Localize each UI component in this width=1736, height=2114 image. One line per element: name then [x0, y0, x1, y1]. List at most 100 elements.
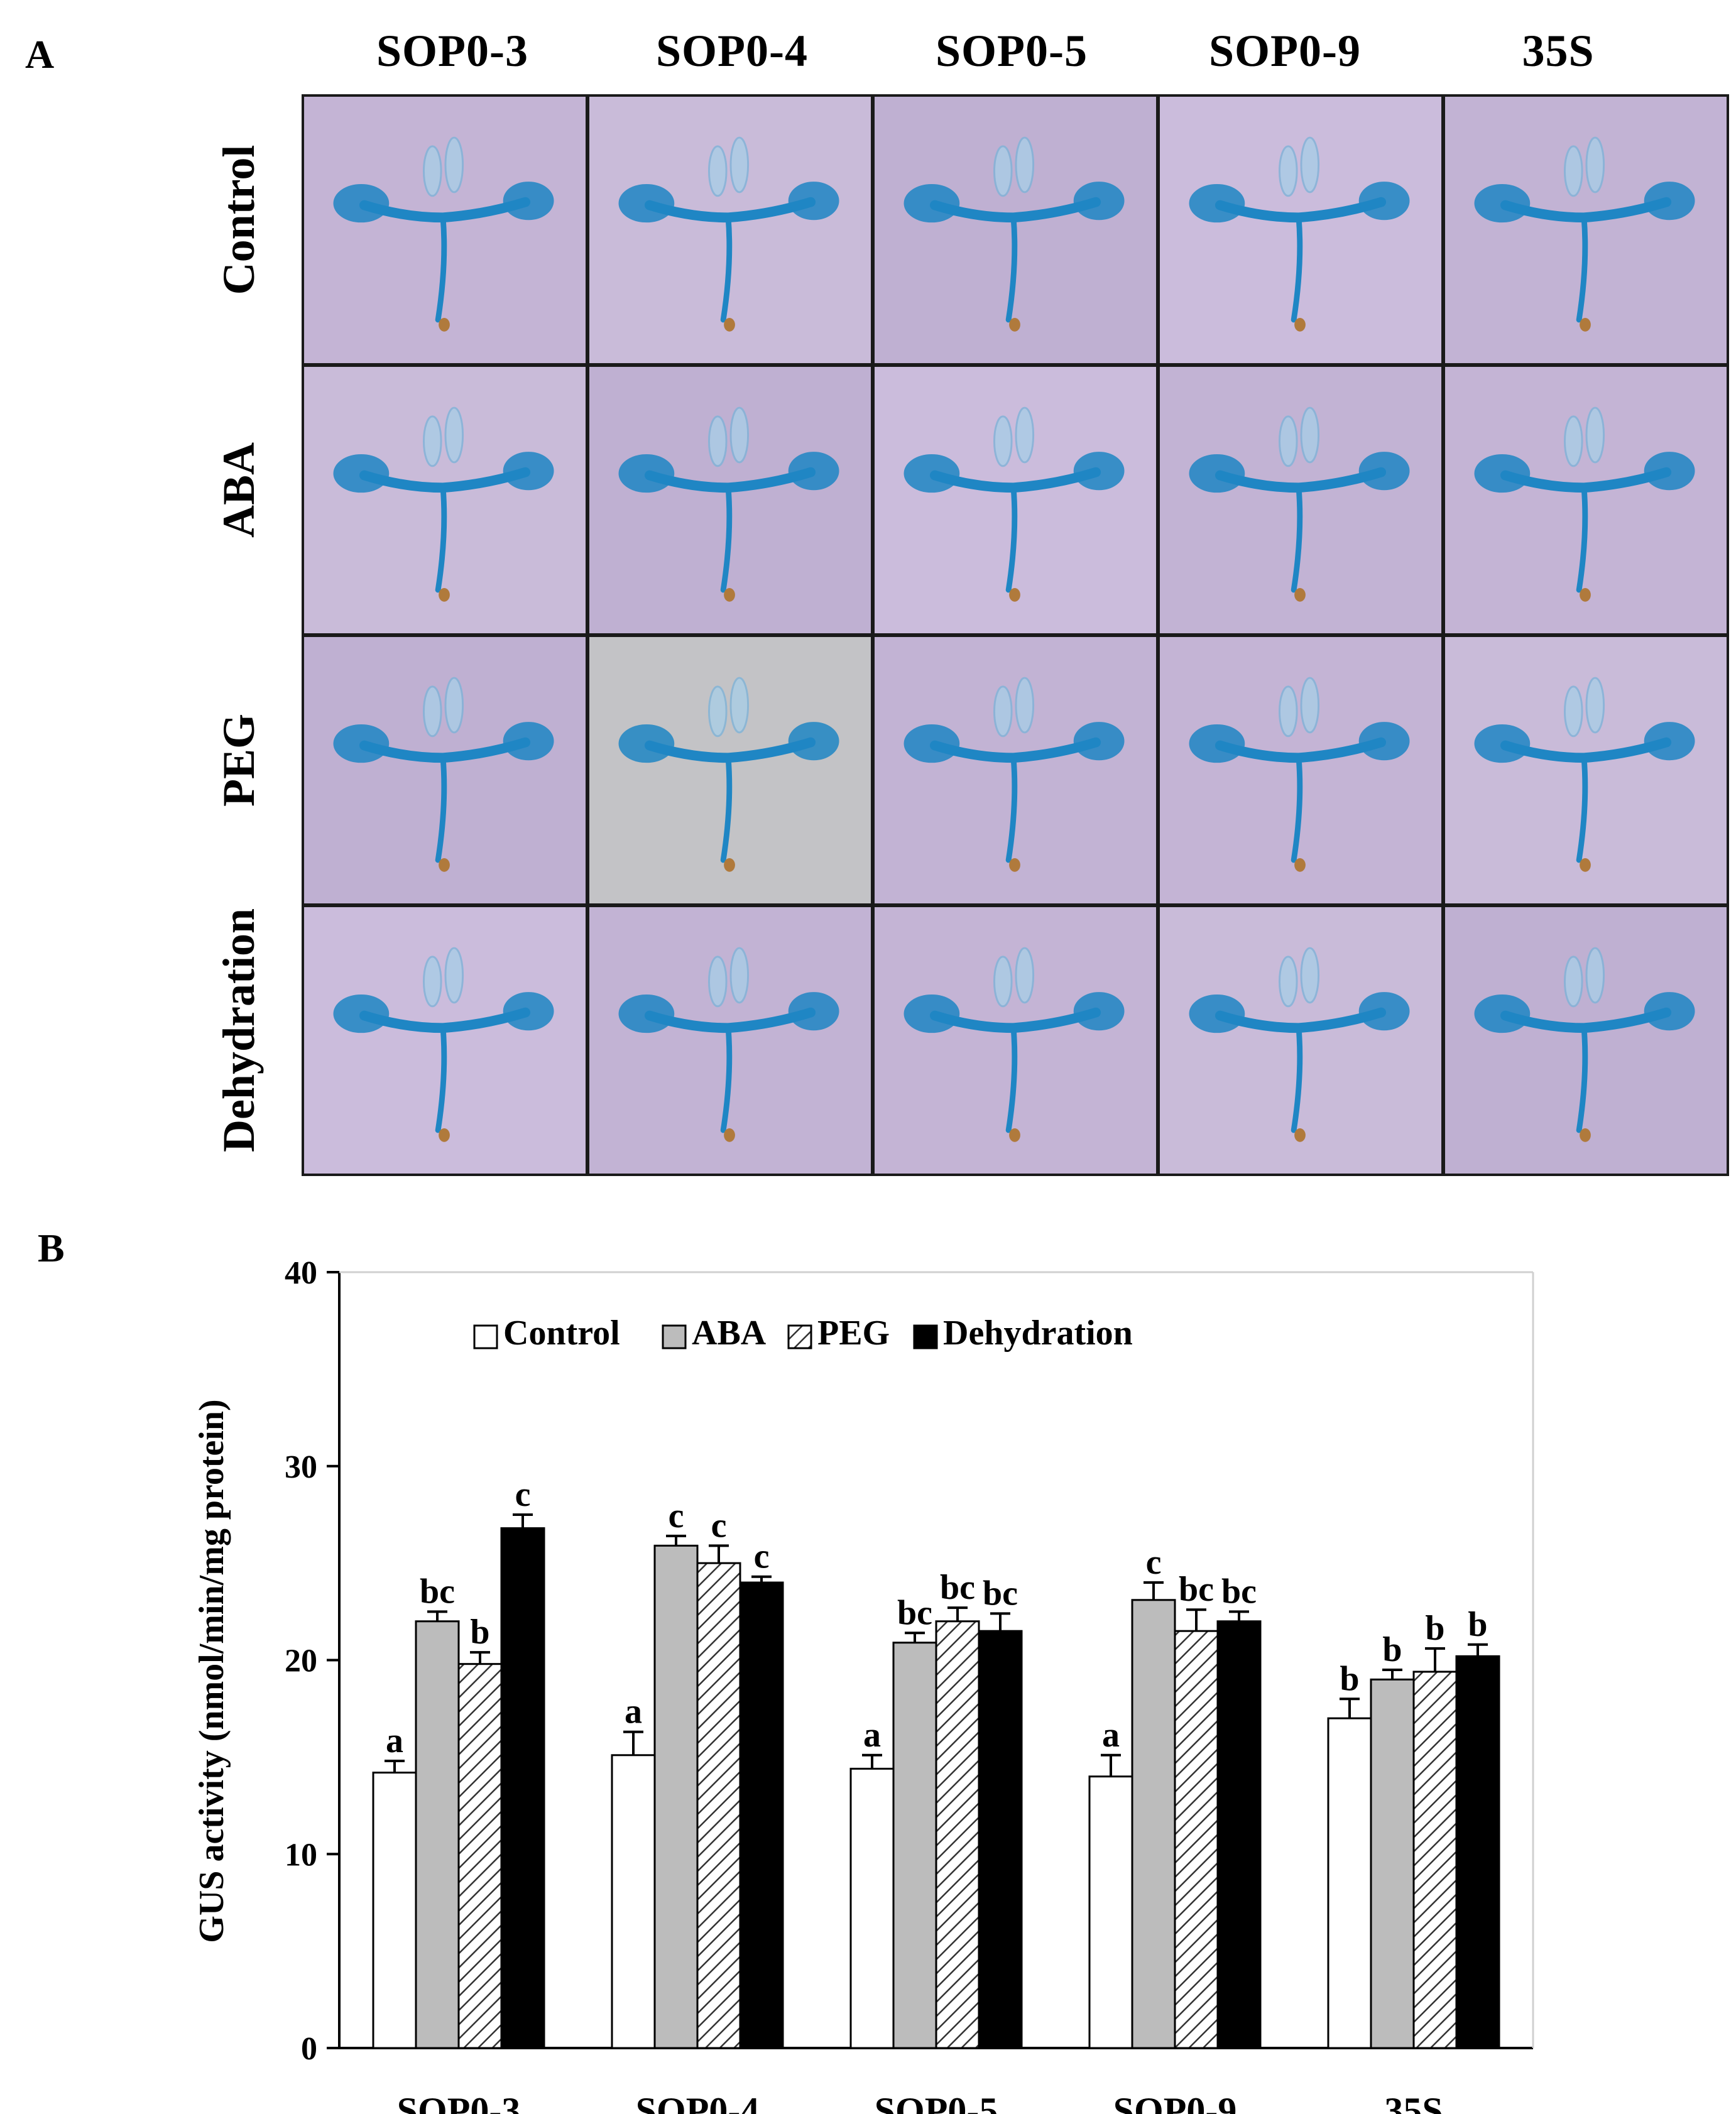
- column-header-sop0-5: SOP0-5: [935, 26, 1088, 76]
- bar-peg-sop0-5: [935, 1620, 980, 2049]
- bar-peg-35s: [1412, 1670, 1458, 2049]
- bar-dehydration-sop0-3: [500, 1527, 545, 2049]
- bar-dehydration-sop0-4: [739, 1581, 784, 2049]
- seedling-icon: [903, 677, 1125, 872]
- bar-control-35s: [1327, 1717, 1372, 2049]
- significance-letter: a: [386, 1721, 403, 1760]
- seedling-icon: [1189, 406, 1410, 602]
- seedling-icon: [1474, 406, 1695, 602]
- seedling-photo-sop0-4-dehydration: [587, 905, 873, 1176]
- legend-label-peg: PEG: [817, 1314, 890, 1353]
- seedling-photo-grid: [302, 94, 1729, 1176]
- bar-aba-sop0-3: [415, 1620, 460, 2049]
- seedling-icon: [618, 406, 839, 602]
- significance-letter: c: [669, 1496, 684, 1535]
- seedling-icon: [1189, 677, 1410, 872]
- significance-letter: a: [863, 1716, 881, 1755]
- bar-dehydration-sop0-5: [978, 1630, 1023, 2049]
- bar-control-sop0-9: [1088, 1775, 1133, 2049]
- x-tick-label: SOP0-5: [875, 2090, 998, 2114]
- significance-letter: c: [1146, 1543, 1162, 1582]
- seedling-photo-35s-control: [1443, 94, 1729, 366]
- seedling-icon: [1474, 947, 1695, 1142]
- bar-control-sop0-3: [372, 1772, 417, 2049]
- y-tick-label: 40: [285, 1255, 317, 1291]
- bar-control-sop0-5: [849, 1767, 895, 2049]
- seedling-photo-sop0-3-control: [302, 94, 588, 366]
- significance-letter: c: [754, 1537, 770, 1576]
- seedling-photo-sop0-4-aba: [587, 364, 873, 636]
- seedling-icon: [618, 677, 839, 872]
- column-header-sop0-4: SOP0-4: [655, 26, 808, 76]
- legend-label-control: Control: [503, 1314, 620, 1353]
- column-header-35s: 35S: [1522, 26, 1595, 76]
- seedling-photo-sop0-9-dehydration: [1157, 905, 1444, 1176]
- significance-letter: c: [711, 1506, 727, 1545]
- seedling-photo-sop0-3-aba: [302, 364, 588, 636]
- row-header-peg: PEG: [214, 714, 264, 807]
- seedling-icon: [333, 947, 554, 1142]
- y-tick-label: 0: [301, 2031, 317, 2067]
- significance-letter: bc: [420, 1572, 455, 1611]
- seedling-photo-sop0-3-peg: [302, 635, 588, 906]
- significance-letter: bc: [897, 1593, 932, 1632]
- seedling-photo-sop0-5-peg: [872, 635, 1159, 906]
- seedling-photo-sop0-5-dehydration: [872, 905, 1159, 1176]
- panel-b-label: B: [38, 1226, 65, 1270]
- legend-label-aba: ABA: [692, 1314, 767, 1353]
- bar-control-sop0-4: [611, 1754, 656, 2049]
- y-tick-label: 30: [285, 1449, 317, 1485]
- column-header-sop0-3: SOP0-3: [376, 26, 528, 76]
- bar-aba-sop0-9: [1131, 1599, 1176, 2049]
- seedling-photo-sop0-5-aba: [872, 364, 1159, 636]
- significance-letter: b: [470, 1613, 489, 1652]
- significance-letter: bc: [1179, 1570, 1214, 1609]
- seedling-photo-sop0-9-control: [1157, 94, 1444, 366]
- significance-letter: b: [1340, 1659, 1359, 1698]
- legend-swatch-control: [473, 1324, 498, 1349]
- bar-aba-sop0-5: [892, 1642, 937, 2049]
- bar-aba-sop0-4: [653, 1544, 699, 2049]
- row-header-aba: ABA: [214, 442, 264, 538]
- seedling-icon: [618, 947, 839, 1142]
- bar-dehydration-35s: [1455, 1655, 1500, 2049]
- bar-peg-sop0-3: [457, 1663, 503, 2049]
- seedling-photo-35s-dehydration: [1443, 905, 1729, 1176]
- x-tick-label: SOP0-4: [636, 2090, 760, 2114]
- y-tick-label: 10: [285, 1837, 317, 1873]
- bar-peg-sop0-4: [696, 1562, 741, 2049]
- significance-letter: bc: [940, 1568, 975, 1607]
- bar-aba-35s: [1370, 1678, 1415, 2049]
- row-header-control: Control: [214, 144, 264, 295]
- legend-label-dehydration: Dehydration: [943, 1314, 1133, 1353]
- seedling-icon: [903, 406, 1125, 602]
- column-header-sop0-9: SOP0-9: [1208, 26, 1361, 76]
- significance-letter: a: [625, 1692, 642, 1731]
- seedling-icon: [333, 406, 554, 602]
- y-tick-label: 20: [285, 1643, 317, 1679]
- seedling-photo-sop0-9-peg: [1157, 635, 1444, 906]
- bar-dehydration-sop0-9: [1216, 1620, 1262, 2049]
- seedling-photo-sop0-5-control: [872, 94, 1159, 366]
- seedling-icon: [333, 677, 554, 872]
- seedling-icon: [618, 136, 839, 332]
- legend-swatch-aba: [662, 1324, 687, 1349]
- seedling-photo-sop0-4-control: [587, 94, 873, 366]
- seedling-photo-sop0-3-dehydration: [302, 905, 588, 1176]
- significance-letter: c: [515, 1475, 531, 1514]
- x-tick-label: SOP0-3: [397, 2090, 521, 2114]
- legend-swatch-peg: [787, 1324, 812, 1349]
- seedling-icon: [1474, 136, 1695, 332]
- x-tick-label: 35S: [1384, 2090, 1443, 2114]
- significance-letter: b: [1468, 1605, 1487, 1644]
- seedling-icon: [903, 947, 1125, 1142]
- significance-letter: bc: [1221, 1572, 1257, 1611]
- panel-a-label: A: [25, 32, 55, 77]
- seedling-photo-sop0-4-peg: [587, 635, 873, 906]
- significance-letter: b: [1425, 1609, 1444, 1648]
- seedling-icon: [1474, 677, 1695, 872]
- x-tick-label: SOP0-9: [1113, 2090, 1237, 2114]
- seedling-photo-sop0-9-aba: [1157, 364, 1444, 636]
- row-header-dehydration: Dehydration: [214, 908, 264, 1153]
